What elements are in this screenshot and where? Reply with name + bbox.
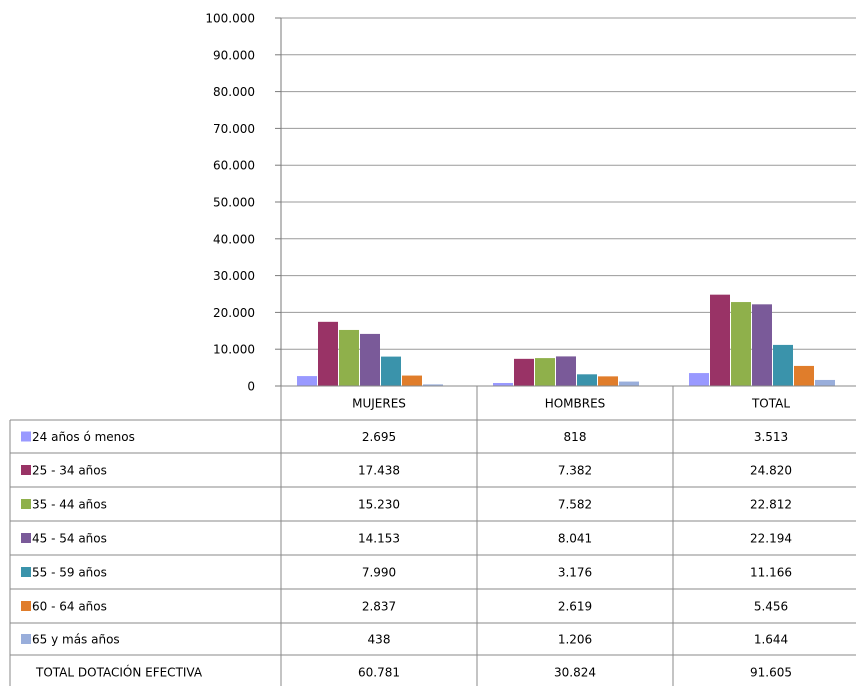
- bar: [402, 375, 422, 386]
- legend-swatch: [21, 465, 31, 475]
- data-table-value: 3.513: [754, 430, 788, 444]
- bar: [773, 344, 793, 386]
- y-tick-label: 80.000: [213, 85, 255, 99]
- bar: [381, 356, 401, 386]
- y-tick-label: 40.000: [213, 232, 255, 246]
- data-table-value: 5.456: [754, 600, 788, 614]
- data-table-value: 15.230: [358, 498, 400, 512]
- data-table-value: 2.695: [362, 430, 396, 444]
- bar: [514, 358, 534, 386]
- data-table-value: 438: [368, 633, 391, 647]
- data-table-value: 3.176: [558, 566, 592, 580]
- bar: [423, 384, 443, 386]
- bar: [689, 373, 709, 386]
- bar: [619, 381, 639, 386]
- bar: [794, 365, 814, 386]
- x-category-label: TOTAL: [751, 397, 790, 411]
- legend-entry-label: 65 y más años: [32, 633, 120, 647]
- data-table-value: 22.812: [750, 498, 792, 512]
- total-row-label: TOTAL DOTACIÓN EFECTIVA: [35, 665, 203, 680]
- data-table-value: 1.644: [754, 633, 788, 647]
- total-row-value: 30.824: [554, 666, 596, 680]
- legend-swatch: [21, 634, 31, 644]
- y-tick-label: 70.000: [213, 122, 255, 136]
- data-table-value: 24.820: [750, 464, 792, 478]
- legend-entry-label: 35 - 44 años: [32, 498, 107, 512]
- data-table-value: 2.619: [558, 600, 592, 614]
- legend-swatch: [21, 431, 31, 442]
- y-tick-label: 30.000: [213, 269, 255, 283]
- data-table-value: 11.166: [750, 566, 792, 580]
- legend-swatch: [21, 499, 31, 509]
- y-tick-label: 90.000: [213, 48, 255, 62]
- data-table-value: 7.382: [558, 464, 592, 478]
- bar: [598, 376, 618, 386]
- bar: [339, 329, 359, 386]
- data-table-value: 7.990: [362, 566, 396, 580]
- bar: [360, 333, 380, 386]
- total-row-value: 60.781: [358, 666, 400, 680]
- total-row-value: 91.605: [750, 666, 792, 680]
- legend-swatch: [21, 533, 31, 543]
- legend-entry-label: 25 - 34 años: [32, 464, 107, 478]
- bar: [493, 382, 513, 386]
- x-category-label: MUJERES: [352, 397, 406, 411]
- legend-entry-label: 55 - 59 años: [32, 566, 107, 580]
- legend-swatch: [21, 601, 31, 611]
- data-table-value: 8.041: [558, 532, 592, 546]
- bar: [577, 374, 597, 386]
- bar: [535, 358, 555, 386]
- legend-swatch: [21, 567, 31, 577]
- bar: [318, 321, 338, 386]
- y-tick-label: 20.000: [213, 306, 255, 320]
- bar: [752, 304, 772, 386]
- y-tick-label: 60.000: [213, 159, 255, 173]
- y-tick-label: 100.000: [205, 12, 255, 26]
- y-tick-label: 10.000: [213, 343, 255, 357]
- data-table-value: 14.153: [358, 532, 400, 546]
- data-table-value: 22.194: [750, 532, 792, 546]
- data-table-value: 818: [564, 430, 587, 444]
- bar: [815, 379, 835, 386]
- x-category-label: HOMBRES: [545, 397, 606, 411]
- y-tick-label: 50.000: [213, 196, 255, 210]
- data-table-value: 17.438: [358, 464, 400, 478]
- data-table-value: 2.837: [362, 600, 396, 614]
- bar: [710, 294, 730, 386]
- data-table-value: 1.206: [558, 633, 592, 647]
- bar: [297, 376, 317, 386]
- legend-entry-label: 60 - 64 años: [32, 600, 107, 614]
- data-table-value: 7.582: [558, 498, 592, 512]
- y-tick-label: 0: [247, 380, 255, 394]
- legend-entry-label: 24 años ó menos: [32, 430, 135, 444]
- bar: [731, 302, 751, 386]
- legend-entry-label: 45 - 54 años: [32, 532, 107, 546]
- bar: [556, 356, 576, 386]
